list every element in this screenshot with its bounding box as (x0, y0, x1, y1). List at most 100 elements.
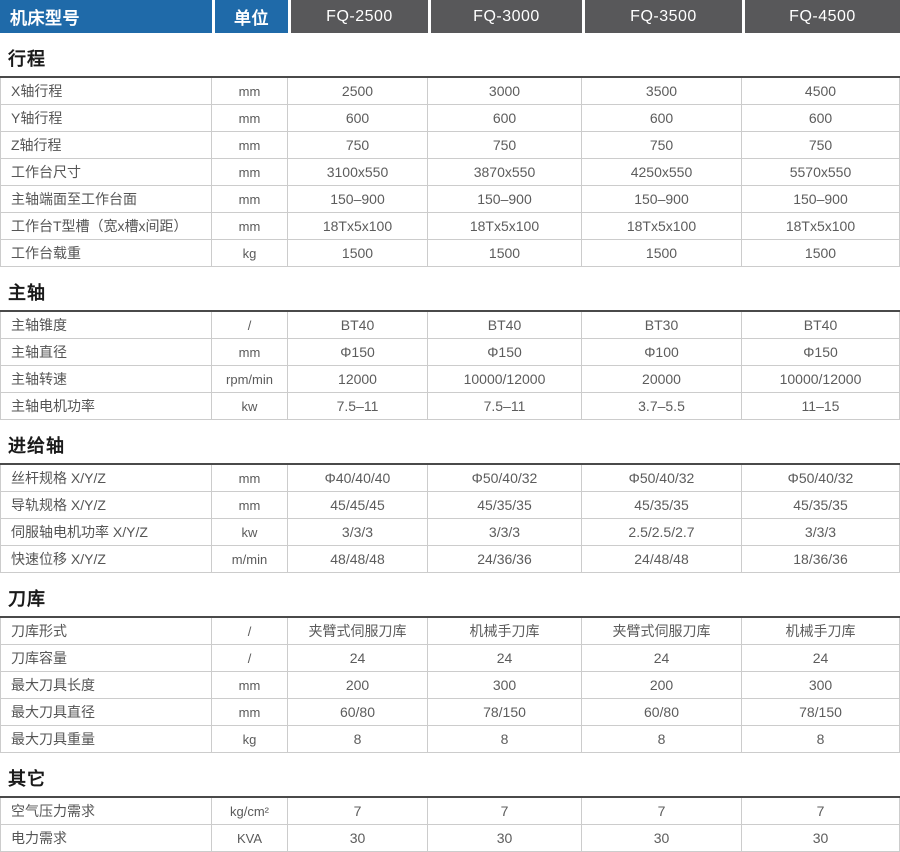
row-unit: mm (212, 105, 288, 132)
row-label: 最大刀具长度 (0, 672, 212, 699)
row-unit: KVA (212, 825, 288, 852)
row-value: 3/3/3 (288, 519, 428, 546)
row-unit: mm (212, 213, 288, 240)
row-label: 主轴端面至工作台面 (0, 186, 212, 213)
header-model-fq-2500: FQ-2500 (288, 0, 428, 33)
section-grid: 主轴锥度 / BT40 BT40 BT30 BT40 主轴直径 mm Φ150 Φ150 Φ100 Φ… (0, 310, 900, 420)
row-value: 200 (288, 672, 428, 699)
row-unit: mm (212, 186, 288, 213)
row-value: Φ50/40/32 (582, 465, 742, 492)
row-value: 30 (742, 825, 900, 852)
row-unit: kg (212, 240, 288, 267)
row-value: BT40 (428, 312, 582, 339)
row-value: 3.7–5.5 (582, 393, 742, 420)
spec-section: 其它 空气压力需求 kg/cm² 7 7 7 7 电力需求 KVA 30 30 30 30 (0, 761, 900, 852)
row-unit: kw (212, 519, 288, 546)
row-value: BT30 (582, 312, 742, 339)
section-title: 进给轴 (8, 436, 65, 456)
row-value: 20000 (582, 366, 742, 393)
row-value: 150–900 (288, 186, 428, 213)
row-value: Φ150 (288, 339, 428, 366)
row-value: 60/80 (582, 699, 742, 726)
spec-section: 进给轴丝杆规格 X/Y/Z mm Φ40/40/40 Φ50/40/32 Φ50/40/… (0, 428, 900, 573)
row-label: 最大刀具重量 (0, 726, 212, 753)
row-label: 主轴电机功率 (0, 393, 212, 420)
row-value: 750 (742, 132, 900, 159)
row-value: 7.5–11 (428, 393, 582, 420)
section-grid: 空气压力需求 kg/cm² 7 7 7 7 电力需求 KVA 30 30 30 30 (0, 796, 900, 852)
row-unit: / (212, 618, 288, 645)
row-value: Φ50/40/32 (428, 465, 582, 492)
row-value: 24 (428, 645, 582, 672)
row-value: BT40 (742, 312, 900, 339)
row-value: 5570x550 (742, 159, 900, 186)
row-value: 2500 (288, 78, 428, 105)
row-value: 45/45/45 (288, 492, 428, 519)
header-unit-label: 单位 (212, 0, 288, 33)
row-label: Y轴行程 (0, 105, 212, 132)
row-value: 3000 (428, 78, 582, 105)
row-value: 1500 (428, 240, 582, 267)
row-unit: m/min (212, 546, 288, 573)
row-unit: mm (212, 132, 288, 159)
header-model-fq-3000: FQ-3000 (428, 0, 582, 33)
section-grid: X轴行程 mm 2500 3000 3500 4500 Y轴行程 mm 600 600 600 600… (0, 76, 900, 267)
row-label: 刀库容量 (0, 645, 212, 672)
row-value: 2.5/2.5/2.7 (582, 519, 742, 546)
row-value: 11–15 (742, 393, 900, 420)
row-value: 3500 (582, 78, 742, 105)
row-value: 24 (582, 645, 742, 672)
row-value: 600 (288, 105, 428, 132)
row-value: 4250x550 (582, 159, 742, 186)
row-value: Φ150 (428, 339, 582, 366)
row-value: 7 (288, 798, 428, 825)
row-value: 18Tx5x100 (742, 213, 900, 240)
row-value: 600 (742, 105, 900, 132)
section-title: 主轴 (8, 283, 46, 303)
row-label: 最大刀具直径 (0, 699, 212, 726)
row-unit: mm (212, 339, 288, 366)
row-value: 3/3/3 (742, 519, 900, 546)
row-unit: rpm/min (212, 366, 288, 393)
row-value: 1500 (582, 240, 742, 267)
row-value: 夹臂式伺服刀库 (288, 618, 428, 645)
row-value: 8 (582, 726, 742, 753)
row-label: X轴行程 (0, 78, 212, 105)
table-header: 机床型号 单位 FQ-2500 FQ-3000 FQ-3500 FQ-4500 (0, 0, 900, 33)
row-unit: mm (212, 465, 288, 492)
row-value: 18Tx5x100 (582, 213, 742, 240)
row-value: 夹臂式伺服刀库 (582, 618, 742, 645)
spec-table-body: 行程 X轴行程 mm 2500 3000 3500 4500 Y轴行程 mm 600 600 600 6… (0, 41, 900, 852)
row-value: 1500 (742, 240, 900, 267)
row-value: 8 (742, 726, 900, 753)
row-label: Z轴行程 (0, 132, 212, 159)
row-unit: mm (212, 672, 288, 699)
spec-section: 行程 X轴行程 mm 2500 3000 3500 4500 Y轴行程 mm 600 600 600 6… (0, 41, 900, 267)
section-grid: 丝杆规格 X/Y/Z mm Φ40/40/40 Φ50/40/32 Φ50/40/32 Φ… (0, 463, 900, 573)
row-label: 伺服轴电机功率 X/Y/Z (0, 519, 212, 546)
row-value: BT40 (288, 312, 428, 339)
row-label: 空气压力需求 (0, 798, 212, 825)
header-model-fq-4500: FQ-4500 (742, 0, 900, 33)
row-value: 48/48/48 (288, 546, 428, 573)
row-value: 750 (582, 132, 742, 159)
row-value: 8 (428, 726, 582, 753)
spec-section: 刀库 刀库形式 / 夹臂式伺服刀库 机械手刀库 夹臂式伺服刀库 机械手刀库 刀库容量/24 24… (0, 581, 900, 753)
row-value: Φ150 (742, 339, 900, 366)
row-value: 30 (288, 825, 428, 852)
header-model-fq-3500: FQ-3500 (582, 0, 742, 33)
row-value: 300 (742, 672, 900, 699)
row-value: 3870x550 (428, 159, 582, 186)
row-label: 电力需求 (0, 825, 212, 852)
row-value: 150–900 (742, 186, 900, 213)
row-unit: / (212, 312, 288, 339)
row-value: Φ40/40/40 (288, 465, 428, 492)
row-value: 24 (288, 645, 428, 672)
row-value: 18Tx5x100 (288, 213, 428, 240)
row-unit: mm (212, 78, 288, 105)
row-unit: mm (212, 492, 288, 519)
row-label: 工作台载重 (0, 240, 212, 267)
row-value: 750 (288, 132, 428, 159)
row-value: 78/150 (742, 699, 900, 726)
